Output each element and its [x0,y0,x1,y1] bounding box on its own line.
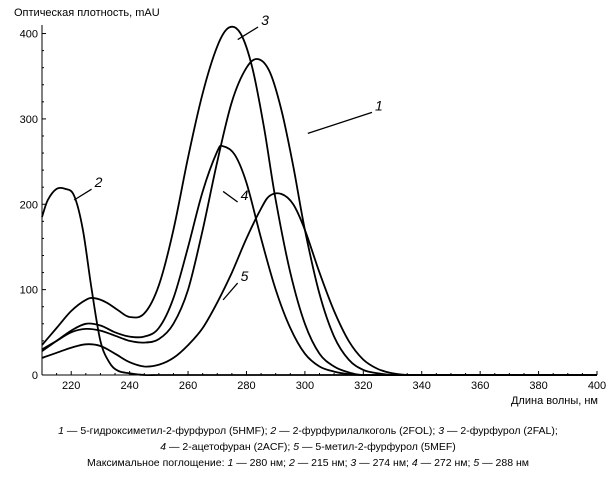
x-tick-label: 400 [588,380,606,392]
legend-text: — 280 нм; [233,457,289,469]
legend-number: 4 [160,441,167,453]
series-4-line [41,144,597,376]
legend-number: 1 [227,457,234,469]
x-tick-label: 320 [354,380,372,392]
curve-label-3: 3 [261,12,269,28]
y-tick-label: 200 [20,199,38,211]
chart-axes: 0 100 200 300 400 220 240 260 280 300 320 340 360 380… [20,25,606,392]
x-tick-label: 260 [179,380,197,392]
legend-text: — 5-гидроксиметил-2-фурфурол (5HMF); [64,425,271,437]
legend-number: 3 [350,457,357,469]
legend-text: — 2-ацетофуран (2ACF); [166,441,294,453]
x-tick-label: 340 [413,380,431,392]
legend-number: 5 [293,441,300,453]
curve-label-2: 2 [94,174,103,190]
curve-label-pointer [222,282,239,301]
y-axis-label: Оптическая плотность, mAU [14,7,160,19]
x-tick-label: 360 [471,380,489,392]
y-tick-label: 400 [20,29,38,41]
y-tick-label: 0 [32,370,38,382]
legend-number: 3 [438,425,445,437]
y-tick-label: 100 [20,285,38,297]
max-absorption-line: Максимальное поглощение: 1 — 280 нм; 2 —… [0,456,616,470]
x-tick-label: 240 [120,380,138,392]
curve-label-pointer [73,188,92,201]
curve-label-1: 1 [375,97,383,113]
series-1-line [41,58,597,377]
chart-curve-labels: 1 2 3 4 5 [73,12,383,301]
legend-text: — 274 нм; [356,457,412,469]
x-tick-label: 220 [62,380,80,392]
series-2-line [41,186,597,377]
curve-label-4: 4 [241,187,249,203]
legend-text: — 2-фурфурилалкоголь (2FOL); [276,425,439,437]
curve-label-pointer [307,111,373,135]
legend-text: — 215 нм; [294,457,351,469]
chart-curves [41,25,597,377]
legend-text: — 288 нм [479,457,529,469]
legend-number: 2 [288,457,295,469]
series-5-line [41,192,597,377]
curve-label-5: 5 [241,268,249,284]
legend-text: — 272 нм; [417,457,474,469]
x-tick-label: 280 [237,380,255,392]
legend-number: 4 [411,457,418,469]
legend-number: 5 [473,457,480,469]
y-tick-label: 300 [20,114,38,126]
curve-label-pointer [237,26,259,41]
legend-number: 2 [270,425,277,437]
x-axis-label: Длина волны, нм [511,395,598,407]
spectra-chart: Оптическая плотность, mAU 0 100 200 300 400 2… [14,7,606,407]
legend-text: — 5-метил-2-фурфурол (5MEF) [299,441,456,453]
series-3-line [41,25,597,377]
legend-number: 1 [58,425,65,437]
legend-line-1: 1 — 5-гидроксиметил-2-фурфурол (5HMF); 2… [0,424,616,438]
x-tick-label: 380 [529,380,547,392]
legend-text: Максимальное поглощение: [86,457,228,469]
x-tick-label: 300 [296,380,314,392]
legend-line-2: 4 — 2-ацетофуран (2ACF); 5 — 5-метил-2-ф… [0,440,616,454]
curve-label-pointer [222,190,239,203]
legend-text: — 2-фурфурол (2FAL); [444,425,558,437]
